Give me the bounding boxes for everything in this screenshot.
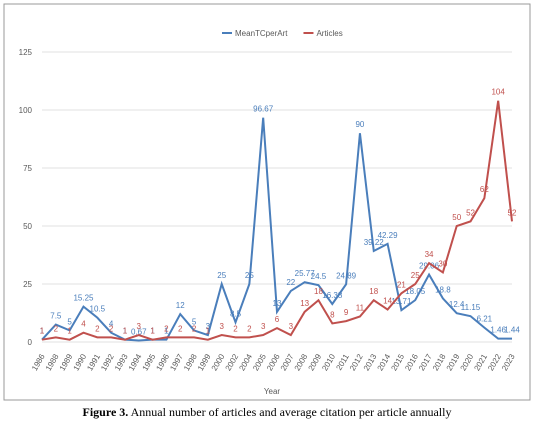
data-label: 6 [275,315,280,324]
y-tick-label: 50 [23,222,32,231]
data-label: 16.38 [322,291,343,300]
caption-text: Annual number of articles and average ci… [128,405,452,419]
data-label: 7.5 [50,312,62,321]
legend-label: MeanTCperArt [235,29,288,38]
data-label: 96.67 [253,105,274,114]
data-label: 3 [289,322,294,331]
data-label: 18.05 [405,287,426,296]
data-label: 29.06 [419,262,440,271]
data-label: 2 [164,324,169,333]
data-label: 10.5 [90,305,106,314]
data-label: 24.89 [336,271,357,280]
data-label: 1 [123,327,128,336]
data-label: 104 [491,88,505,97]
data-label: 2 [109,324,114,333]
data-label: 2 [54,324,59,333]
data-label: 22 [286,278,295,287]
data-label: 50 [452,213,461,222]
y-tick-label: 100 [19,106,33,115]
data-label: 4 [81,320,86,329]
chart: Year 02550751001251986198819891990199119… [3,3,531,401]
series-line [41,117,513,342]
data-label: 15.25 [73,294,94,303]
data-label: 4 [109,320,114,329]
data-label: 12.4 [449,300,465,309]
data-label: 90 [355,120,364,129]
data-label: 12 [176,301,185,310]
data-label: 2 [247,324,252,333]
data-label: 5 [192,317,197,326]
x-axis-label: Year [264,387,281,396]
data-label: 13 [273,299,282,308]
data-label: 1 [206,327,211,336]
chart-frame [3,3,531,401]
data-label: 25.77 [295,269,316,278]
data-label: 0.67 [131,327,147,336]
data-label: 18 [369,287,378,296]
data-label: 39.22 [364,238,385,247]
data-label: 1 [67,327,72,336]
data-label: 2 [192,324,197,333]
data-label: 3 [219,322,224,331]
data-label: 13 [300,299,309,308]
data-label: 2 [178,324,183,333]
data-label: 1 [164,327,169,336]
data-label: 11.15 [461,303,481,312]
data-label: 8 [330,310,335,319]
y-tick-label: 75 [23,164,32,173]
data-label: 14 [383,297,392,306]
y-tick-label: 0 [28,338,33,347]
y-tick-label: 25 [23,280,32,289]
data-label: 18 [314,287,323,296]
data-label: 2 [233,324,238,333]
data-label: 1 [150,327,155,336]
data-label: 1 [150,327,155,336]
data-label: 52 [466,208,475,217]
data-label: 1.44 [504,326,520,335]
data-label: 18.8 [435,285,451,294]
data-label: 30 [438,259,447,268]
data-label: 5 [67,317,72,326]
data-label: 21 [397,280,406,289]
data-label: 25 [245,271,254,280]
data-label: 3 [261,322,266,331]
data-label: 8.5 [230,309,242,318]
data-label: 1 [40,327,45,336]
data-label: 13.71 [391,297,412,306]
caption: Figure 3. Annual number of articles and … [0,405,534,420]
data-label: 24.5 [311,272,327,281]
legend-label: Articles [316,29,342,38]
data-label: 6.21 [477,315,493,324]
data-label: 25 [217,271,226,280]
data-label: 2 [95,324,100,333]
data-label: 1 [123,327,128,336]
caption-label: Figure 3. [82,405,129,419]
series-line [41,100,513,341]
data-label: 11 [356,303,365,312]
y-tick-label: 125 [19,48,33,57]
data-label: 34 [425,250,434,259]
data-label: 42.29 [378,231,399,240]
data-label: 62 [480,185,489,194]
data-label: 9 [344,308,349,317]
data-label: 3 [206,322,211,331]
data-label: 3 [137,322,142,331]
data-label: 25 [411,271,420,280]
data-label: 1.46 [490,326,506,335]
data-label: 1 [40,327,45,336]
data-label: 52 [508,208,517,217]
